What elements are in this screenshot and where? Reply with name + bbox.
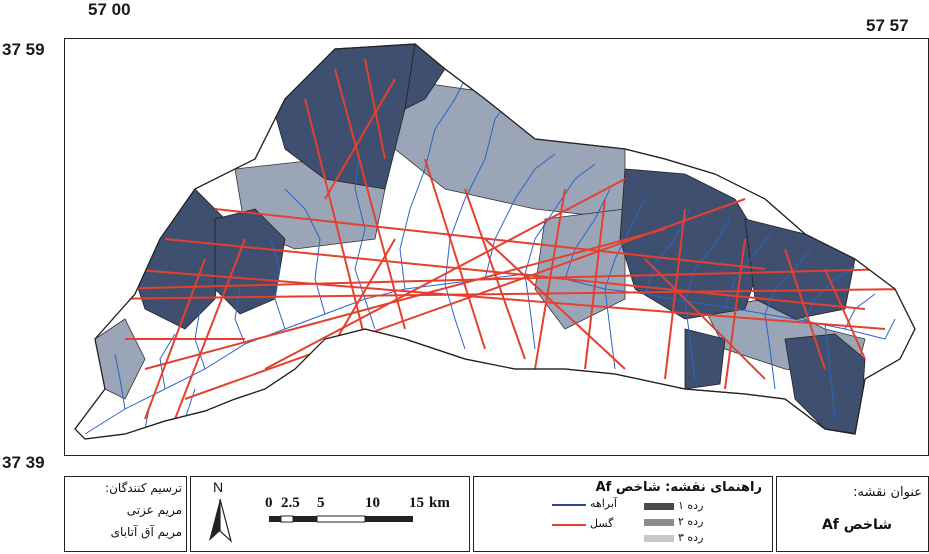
credits-name1: مریم عزتی	[126, 503, 182, 517]
class-3-label: رده ۳	[678, 531, 704, 544]
scale-tick-10: 10	[365, 495, 380, 511]
scale-bar	[269, 515, 413, 523]
legend-item-fault: گسل	[552, 517, 632, 533]
north-arrow-icon	[209, 498, 233, 543]
credits-panel: ترسیم کنندگان: مریم عزتی مریم آق آتابای	[64, 476, 187, 552]
scale-tick-2-5: 2.5	[281, 495, 300, 511]
scale-tick-5: 5	[317, 495, 325, 511]
map-title-label: عنوان نقشه:	[853, 485, 922, 500]
stream-line-icon	[552, 504, 586, 506]
credits-name2: مریم آق آتابای	[110, 525, 182, 539]
subbasin-class1	[784, 333, 866, 435]
map-title-value: شاخص Af	[821, 517, 892, 533]
legend-class-1: رده ۱	[644, 499, 714, 513]
legend-item-fault-label: گسل	[590, 517, 614, 530]
lat-label-bottom: 37 39	[2, 453, 45, 472]
legend-item-stream: آبراهه	[552, 497, 632, 513]
basin-map	[74, 43, 916, 440]
title-panel: عنوان نقشه: شاخص Af	[776, 476, 929, 552]
legend-class-3: رده ۳	[644, 531, 714, 545]
scale-unit: km	[429, 495, 450, 511]
lon-label-right: 57 57	[866, 16, 909, 35]
legend-class-2: رده ۲	[644, 515, 714, 529]
class-1-swatch	[644, 503, 674, 510]
fault-lines	[94, 58, 915, 420]
scale-tick-15: 15	[409, 495, 424, 511]
credits-title: ترسیم کنندگان:	[105, 481, 182, 495]
subbasin-class1	[619, 168, 766, 320]
fault-line-icon	[552, 524, 586, 526]
class-3-swatch	[644, 535, 674, 542]
class-1-label: رده ۱	[678, 499, 704, 512]
class-2-swatch	[644, 519, 674, 526]
class-2-label: رده ۲	[678, 515, 704, 528]
lat-label-top: 37 59	[2, 40, 45, 59]
subbasin-class1	[684, 328, 726, 390]
map-frame	[64, 38, 929, 456]
scale-panel: N 0 2.5 5 10 15 km	[190, 476, 470, 552]
scale-tick-0: 0	[265, 495, 273, 511]
north-label: N	[213, 479, 224, 495]
legend-panel: راهنمای نقشه: شاخص Af آبراهه گسل رده ۱ ر…	[473, 476, 773, 552]
legend-item-stream-label: آبراهه	[590, 497, 617, 510]
lon-label-left: 57 00	[88, 0, 131, 19]
legend-title: راهنمای نقشه: شاخص Af	[595, 480, 762, 495]
